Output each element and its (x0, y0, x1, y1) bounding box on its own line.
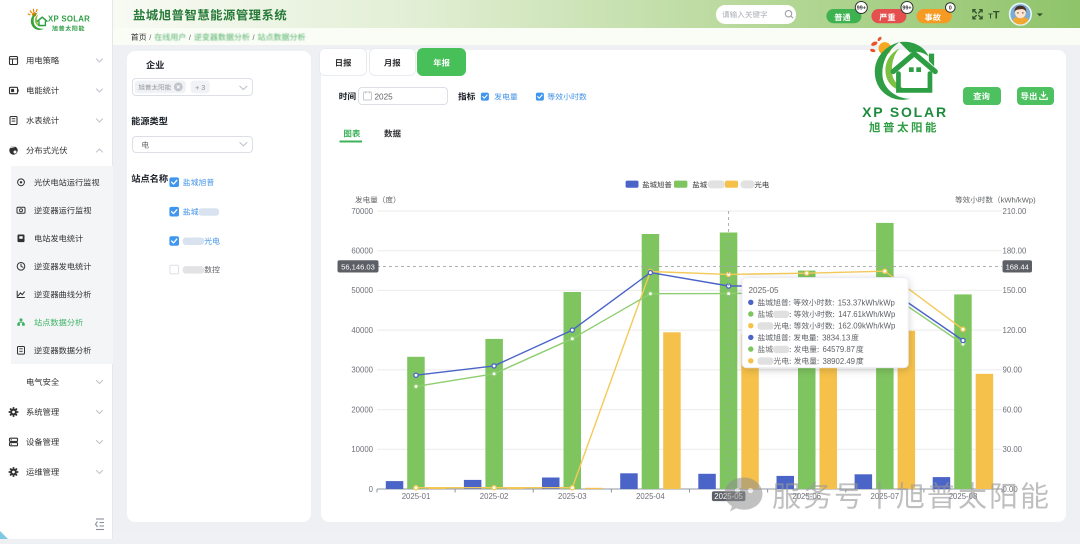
svg-text:150.00: 150.00 (1003, 286, 1028, 295)
svg-text:50000: 50000 (351, 286, 373, 295)
svg-text:60000: 60000 (351, 247, 373, 256)
svg-text:T: T (988, 13, 993, 20)
svg-text:3834.13: 3834.13 (822, 333, 850, 342)
svg-text:38902.49: 38902.49 (823, 357, 856, 366)
svg-text:64579.87: 64579.87 (823, 345, 856, 354)
svg-text:2025-07: 2025-07 (870, 492, 899, 501)
svg-text:60.00: 60.00 (1003, 405, 1023, 414)
svg-text:kWh/kWp): kWh/kWp) (1001, 196, 1036, 205)
svg-text:2025-03: 2025-03 (558, 492, 587, 501)
svg-text:/: / (253, 33, 256, 42)
svg-text:56,146.03: 56,146.03 (341, 262, 375, 271)
svg-text:10000: 10000 (351, 445, 373, 454)
svg-text:30.00: 30.00 (1003, 445, 1023, 454)
svg-text:2025-01: 2025-01 (402, 492, 431, 501)
svg-text:168.44: 168.44 (1006, 262, 1029, 271)
svg-text:153.37kWh/kWp: 153.37kWh/kWp (838, 298, 896, 307)
svg-text:2025: 2025 (375, 93, 394, 102)
svg-text:20000: 20000 (351, 405, 373, 414)
svg-text:180.00: 180.00 (1003, 247, 1028, 256)
svg-text:30000: 30000 (351, 366, 373, 375)
svg-text:99+: 99+ (857, 6, 866, 12)
svg-text:2025-04: 2025-04 (636, 492, 665, 501)
svg-text:+ 3: + 3 (195, 83, 205, 92)
svg-text:XP SOLAR: XP SOLAR (862, 104, 948, 120)
svg-text:0.00: 0.00 (1003, 485, 1019, 494)
svg-text:2025-05: 2025-05 (749, 286, 779, 295)
svg-text:/: / (189, 33, 192, 42)
svg-text:90.00: 90.00 (1003, 366, 1023, 375)
svg-text:XP SOLAR: XP SOLAR (48, 15, 90, 24)
svg-text:70000: 70000 (351, 207, 373, 216)
svg-text:99+: 99+ (902, 6, 911, 12)
svg-text:T: T (993, 9, 1000, 21)
svg-text:120.00: 120.00 (1003, 326, 1028, 335)
svg-text:/: / (149, 33, 152, 42)
svg-text:0: 0 (369, 485, 374, 494)
svg-text:40000: 40000 (351, 326, 373, 335)
svg-text:210.00: 210.00 (1003, 207, 1028, 216)
svg-text:162.09kWh/kWp: 162.09kWh/kWp (838, 322, 896, 331)
svg-text:2025-02: 2025-02 (480, 492, 509, 501)
svg-text:147.61kWh/kWp: 147.61kWh/kWp (838, 310, 896, 319)
svg-text:0: 0 (949, 6, 952, 12)
